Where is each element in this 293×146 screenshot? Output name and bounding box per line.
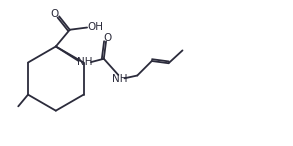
Text: O: O <box>51 9 59 19</box>
Text: O: O <box>103 33 112 43</box>
Text: NH: NH <box>112 74 127 84</box>
Text: NH: NH <box>77 57 93 67</box>
Text: OH: OH <box>87 22 103 32</box>
